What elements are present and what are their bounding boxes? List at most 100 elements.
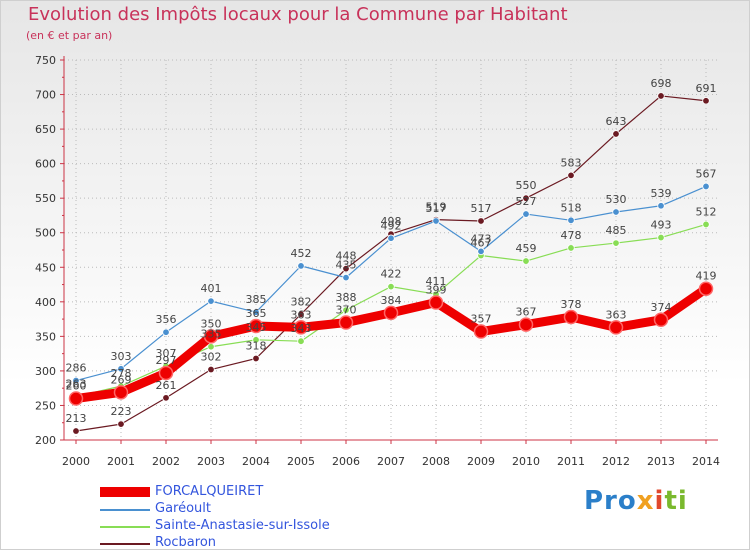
point-forcalqueiret-2009	[473, 324, 489, 339]
data-label-forcalqueiret-2014: 419	[696, 270, 717, 283]
data-label-sainte-anastasie-2003: 335	[201, 328, 222, 341]
data-label-rocbaron-2007: 498	[381, 215, 402, 228]
point-forcalqueiret-2013	[653, 312, 669, 328]
point-gareoult-2007	[387, 234, 395, 242]
data-label-gareoult-2012: 530	[606, 193, 627, 206]
y-tick-label-700: 700	[35, 89, 56, 102]
legend-label-forcalqueiret: FORCALQUEIRET	[155, 484, 264, 499]
legend-label-gareoult: Garéoult	[155, 501, 211, 516]
point-gareoult-2009	[477, 247, 485, 256]
y-tick-label-600: 600	[35, 158, 56, 171]
y-tick-label-200: 200	[35, 434, 56, 447]
x-tick-label-2004: 2004	[242, 455, 270, 468]
data-label-gareoult-2006: 435	[336, 259, 357, 272]
point-gareoult-2000	[72, 376, 80, 385]
data-label-forcalqueiret-2000: 260	[66, 380, 87, 393]
y-tick-label-650: 650	[35, 123, 56, 136]
point-rocbaron-2002	[162, 394, 170, 402]
point-forcalqueiret-2001	[113, 385, 129, 400]
point-sainte-anastasie-2014	[702, 220, 710, 229]
point-rocbaron-2012	[612, 130, 620, 138]
data-label-gareoult-2013: 539	[651, 187, 672, 200]
data-label-forcalqueiret-2003: 350	[201, 317, 222, 330]
x-tick-label-2011: 2011	[557, 455, 585, 468]
chart-subtitle: (en € et par an)	[26, 29, 113, 42]
data-label-gareoult-2008: 517	[426, 202, 447, 215]
data-label-forcalqueiret-2010: 367	[516, 306, 537, 319]
point-forcalqueiret-2005	[293, 320, 309, 335]
point-forcalqueiret-2004	[248, 318, 264, 334]
point-rocbaron-2010	[522, 194, 530, 202]
x-tick-label-2007: 2007	[377, 455, 405, 468]
legend-swatch-sainte-anastasie	[100, 526, 150, 528]
data-label-rocbaron-2014: 691	[696, 82, 717, 95]
data-label-rocbaron-2003: 302	[201, 351, 222, 364]
x-tick-label-2012: 2012	[602, 455, 630, 468]
point-forcalqueiret-2007	[383, 305, 399, 321]
y-tick-label-300: 300	[35, 365, 56, 378]
data-label-sainte-anastasie-2007: 422	[381, 268, 402, 281]
point-rocbaron-2011	[567, 171, 575, 180]
data-label-sainte-anastasie-2010: 459	[516, 242, 537, 255]
legend-label-rocbaron: Rocbaron	[155, 535, 217, 550]
point-gareoult-2001	[117, 365, 125, 373]
data-label-forcalqueiret-2012: 363	[606, 308, 627, 321]
y-tick-label-250: 250	[35, 399, 56, 412]
point-gareoult-2002	[162, 328, 170, 336]
data-label-sainte-anastasie-2006: 388	[336, 291, 357, 304]
data-label-sainte-anastasie-2004: 345	[246, 321, 267, 334]
data-label-rocbaron-2002: 261	[156, 379, 177, 392]
point-forcalqueiret-2003	[203, 329, 219, 344]
data-label-sainte-anastasie-2002: 307	[156, 347, 177, 360]
point-rocbaron-2001	[117, 420, 125, 428]
legend-swatch-rocbaron	[100, 543, 150, 545]
data-label-forcalqueiret-2013: 374	[651, 301, 672, 314]
data-label-gareoult-2014: 567	[696, 167, 717, 180]
data-label-gareoult-2002: 356	[156, 313, 177, 326]
point-forcalqueiret-2012	[608, 320, 624, 335]
chart-title: Evolution des Impôts locaux pour la Comm…	[28, 4, 568, 25]
legend-label-sainte-anastasie: Sainte-Anastasie-sur-Issole	[155, 518, 330, 533]
data-label-forcalqueiret-2008: 399	[426, 284, 447, 297]
x-tick-label-2001: 2001	[107, 455, 135, 468]
y-tick-label-350: 350	[35, 330, 56, 343]
point-sainte-anastasie-2010	[522, 257, 530, 265]
point-sainte-anastasie-2011	[567, 244, 575, 252]
point-rocbaron-2006	[342, 264, 350, 273]
point-rocbaron-2004	[252, 354, 260, 363]
point-gareoult-2014	[702, 182, 710, 191]
y-tick-label-450: 450	[35, 261, 56, 274]
data-label-forcalqueiret-2009: 357	[471, 313, 492, 326]
y-tick-label-400: 400	[35, 296, 56, 309]
data-label-rocbaron-2013: 698	[651, 77, 672, 90]
point-sainte-anastasie-2006	[342, 306, 350, 314]
data-label-rocbaron-2004: 318	[246, 339, 267, 352]
data-label-gareoult-2003: 401	[201, 282, 222, 295]
data-label-gareoult-2004: 385	[246, 293, 267, 306]
point-forcalqueiret-2002	[158, 365, 174, 381]
legend-swatch-gareoult	[100, 509, 150, 511]
point-sainte-anastasie-2012	[612, 239, 620, 247]
data-label-sainte-anastasie-2013: 493	[651, 219, 672, 232]
data-label-forcalqueiret-2005: 363	[291, 308, 312, 321]
x-tick-label-2009: 2009	[467, 455, 495, 468]
x-tick-label-2010: 2010	[512, 455, 540, 468]
data-label-sainte-anastasie-2008: 411	[426, 275, 447, 288]
point-forcalqueiret-2006	[338, 315, 354, 330]
data-label-sainte-anastasie-2012: 485	[606, 224, 627, 237]
point-rocbaron-2014	[702, 97, 710, 105]
data-label-forcalqueiret-2002: 297	[156, 354, 177, 367]
data-label-forcalqueiret-2006: 370	[336, 304, 357, 317]
point-sainte-anastasie-2003	[207, 343, 215, 351]
point-sainte-anastasie-2013	[657, 233, 665, 242]
data-label-rocbaron-2008: 519	[426, 201, 447, 214]
point-gareoult-2010	[522, 210, 530, 218]
y-tick-label-500: 500	[35, 227, 56, 240]
data-label-rocbaron-2000: 213	[66, 412, 87, 425]
data-label-gareoult-2011: 518	[561, 201, 582, 214]
point-rocbaron-2003	[207, 365, 215, 374]
point-sainte-anastasie-2004	[252, 336, 260, 344]
point-gareoult-2004	[252, 308, 260, 316]
